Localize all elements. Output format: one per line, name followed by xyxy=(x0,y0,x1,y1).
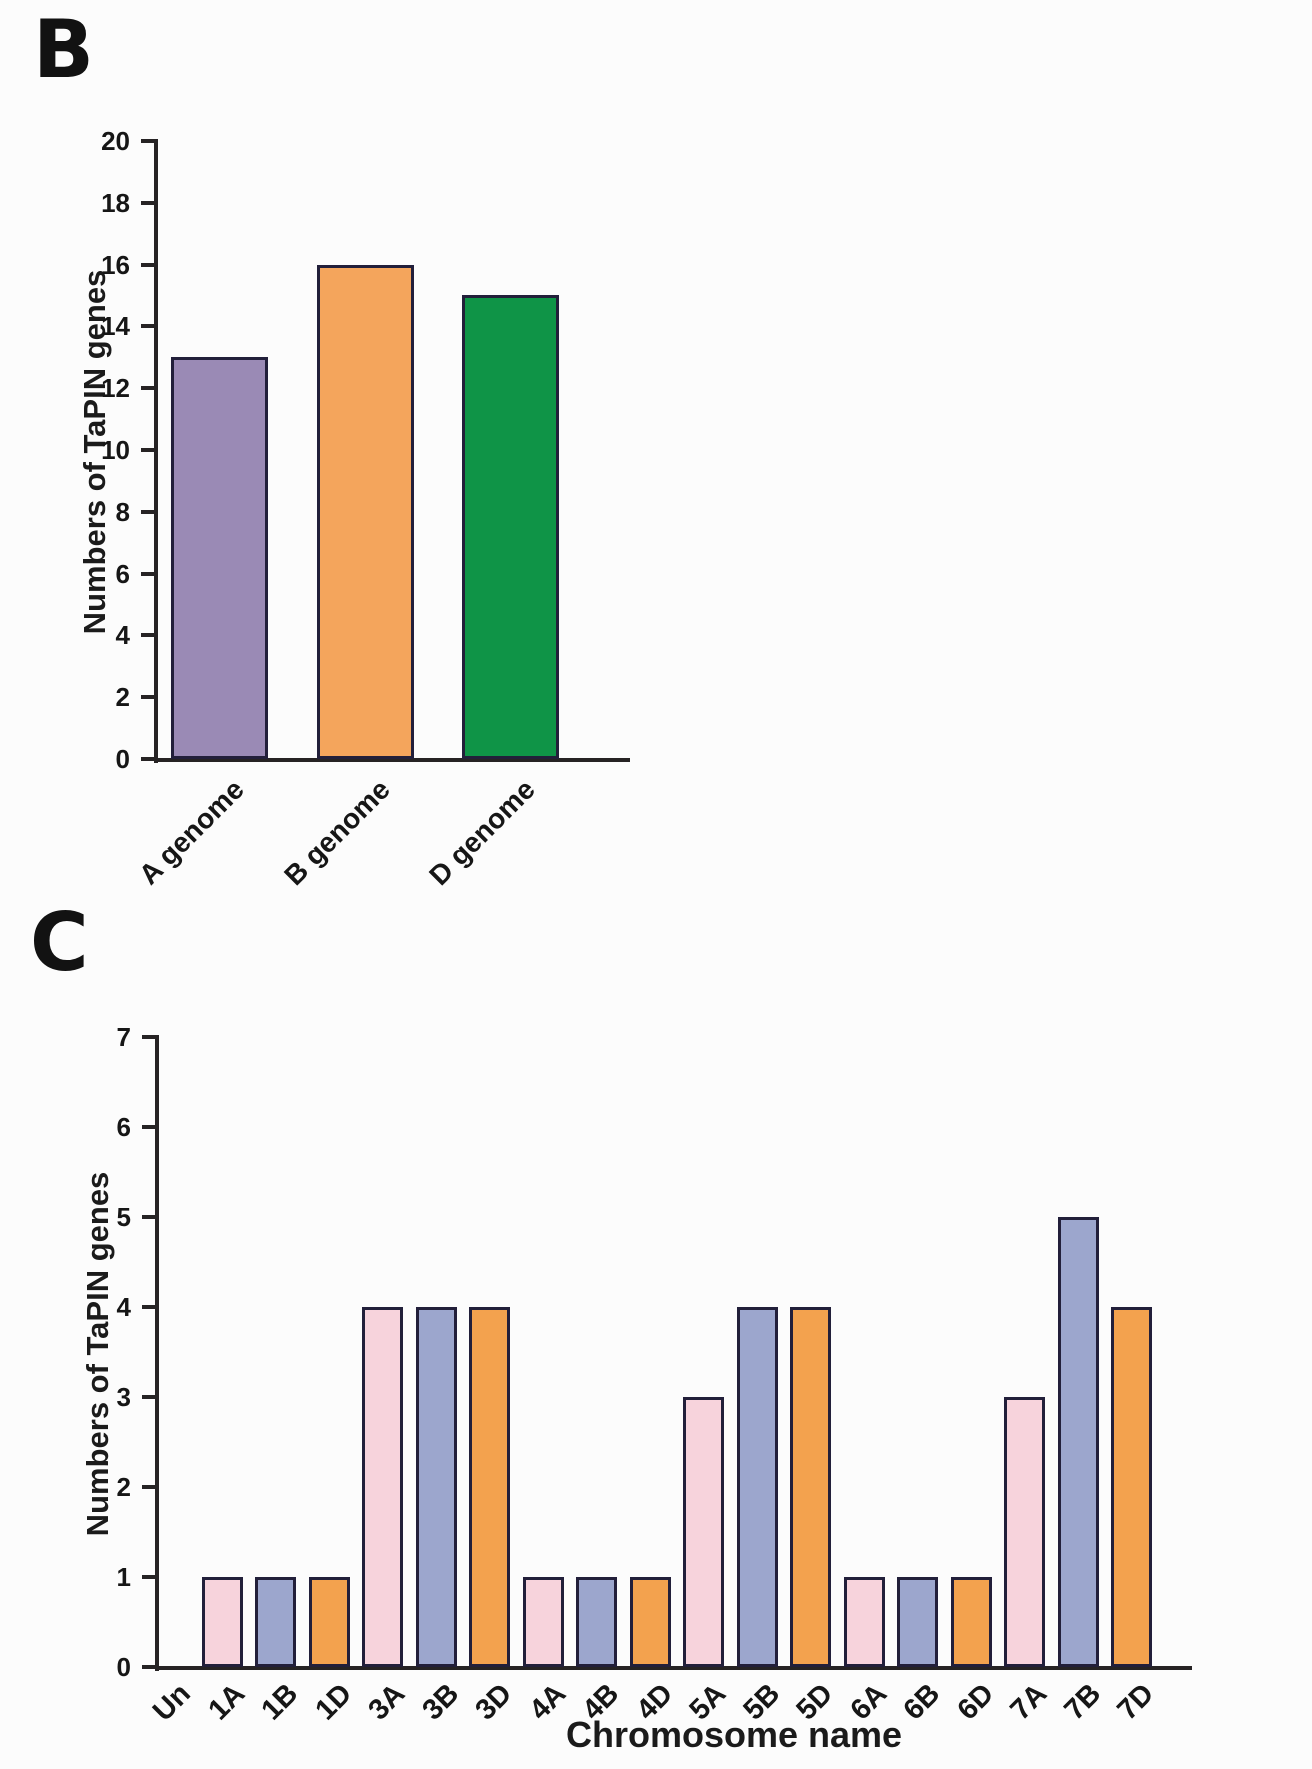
y-tick-mark xyxy=(141,262,154,267)
y-tick-label: 7 xyxy=(116,1022,131,1052)
bar xyxy=(170,357,268,759)
bar xyxy=(316,265,414,759)
bar xyxy=(308,1577,350,1667)
y-tick-label: 16 xyxy=(101,249,130,280)
y-tick-mark xyxy=(142,1575,155,1579)
y-tick-mark xyxy=(141,200,154,205)
bar xyxy=(843,1577,885,1667)
x-tick-label: 7B xyxy=(1058,1677,1108,1727)
y-tick-mark xyxy=(142,1665,155,1669)
bar xyxy=(950,1577,992,1667)
y-tick-label: 5 xyxy=(116,1202,131,1232)
y-tick-label: 3 xyxy=(116,1382,131,1412)
y-tick-label: 6 xyxy=(115,558,130,589)
x-tick-label: 6B xyxy=(897,1677,947,1727)
y-tick-label: 20 xyxy=(101,126,130,156)
y-tick-label: 0 xyxy=(115,744,130,774)
y-tick-label: 12 xyxy=(101,373,130,404)
y-tick-label: 1 xyxy=(116,1562,131,1592)
bar xyxy=(201,1577,243,1667)
x-tick-label: 7D xyxy=(1111,1677,1161,1727)
y-tick-label: 8 xyxy=(115,496,130,527)
bar xyxy=(789,1307,831,1667)
y-tick-mark xyxy=(141,139,154,143)
y-tick-mark xyxy=(141,448,154,452)
y-axis-title: Numbers of TaPIN genes xyxy=(77,269,112,635)
x-tick-label: 6A xyxy=(844,1677,894,1727)
bar xyxy=(254,1577,296,1667)
bar xyxy=(736,1307,778,1667)
y-tick-mark xyxy=(141,324,154,329)
y-tick-label: 6 xyxy=(116,1112,131,1142)
bar xyxy=(1110,1307,1152,1667)
bar xyxy=(468,1307,510,1667)
x-tick-label: 5D xyxy=(790,1677,840,1727)
y-tick-label: 2 xyxy=(116,1472,131,1502)
x-tick-label: 1A xyxy=(202,1677,252,1727)
y-tick-label: 2 xyxy=(115,682,130,713)
x-tick-label: 3D xyxy=(469,1677,519,1727)
bar xyxy=(629,1577,671,1667)
x-tick-label: Un xyxy=(147,1677,198,1728)
bar xyxy=(1057,1217,1099,1667)
y-tick-label: 4 xyxy=(115,620,130,651)
x-tick-label: D genome xyxy=(422,773,541,892)
y-tick-mark xyxy=(142,1395,155,1399)
x-tick-label: 5B xyxy=(737,1677,787,1727)
x-tick-label: 6D xyxy=(951,1677,1001,1727)
x-tick-label: 1B xyxy=(255,1677,305,1727)
panel-b-label: B xyxy=(33,3,94,96)
bar xyxy=(682,1397,724,1667)
y-tick-mark xyxy=(142,1485,155,1489)
bar xyxy=(896,1577,938,1667)
bar xyxy=(1003,1397,1045,1667)
x-tick-label: A genome xyxy=(132,773,250,891)
y-tick-mark xyxy=(142,1125,155,1129)
bar xyxy=(415,1307,457,1667)
x-axis-line xyxy=(155,1666,1192,1670)
y-tick-label: 10 xyxy=(101,435,130,465)
y-tick-label: 18 xyxy=(101,187,130,218)
panel-c-label: C xyxy=(30,896,89,989)
x-tick-label: B genome xyxy=(277,773,396,892)
y-axis-line xyxy=(155,1035,159,1671)
x-tick-label: 3A xyxy=(362,1677,412,1727)
x-tick-label: 4B xyxy=(576,1677,626,1727)
x-tick-label: 5A xyxy=(683,1677,733,1727)
bar xyxy=(361,1307,403,1667)
y-tick-mark xyxy=(141,633,154,638)
x-tick-label: 4D xyxy=(630,1677,680,1727)
x-axis-line xyxy=(154,758,630,762)
x-tick-label: 7A xyxy=(1004,1677,1054,1727)
y-tick-mark xyxy=(141,571,154,576)
bar xyxy=(575,1577,617,1667)
y-tick-mark xyxy=(142,1215,155,1219)
y-tick-label: 0 xyxy=(116,1652,131,1682)
y-tick-mark xyxy=(141,757,154,761)
x-tick-label: 1D xyxy=(309,1677,359,1727)
bar xyxy=(522,1577,564,1667)
bar xyxy=(461,295,559,759)
x-tick-label: 3B xyxy=(416,1677,466,1727)
y-tick-mark xyxy=(142,1035,155,1039)
y-tick-label: 14 xyxy=(101,311,130,342)
y-tick-mark xyxy=(141,386,154,391)
y-axis-title: Numbers of TaPIN genes xyxy=(80,1171,115,1537)
y-tick-label: 4 xyxy=(116,1292,131,1322)
y-tick-mark xyxy=(142,1305,155,1309)
y-tick-mark xyxy=(141,695,154,700)
x-tick-label: 4A xyxy=(523,1677,573,1727)
x-axis-title: Chromosome name xyxy=(566,1714,903,1755)
y-tick-mark xyxy=(141,509,154,514)
y-axis-line xyxy=(154,139,158,763)
